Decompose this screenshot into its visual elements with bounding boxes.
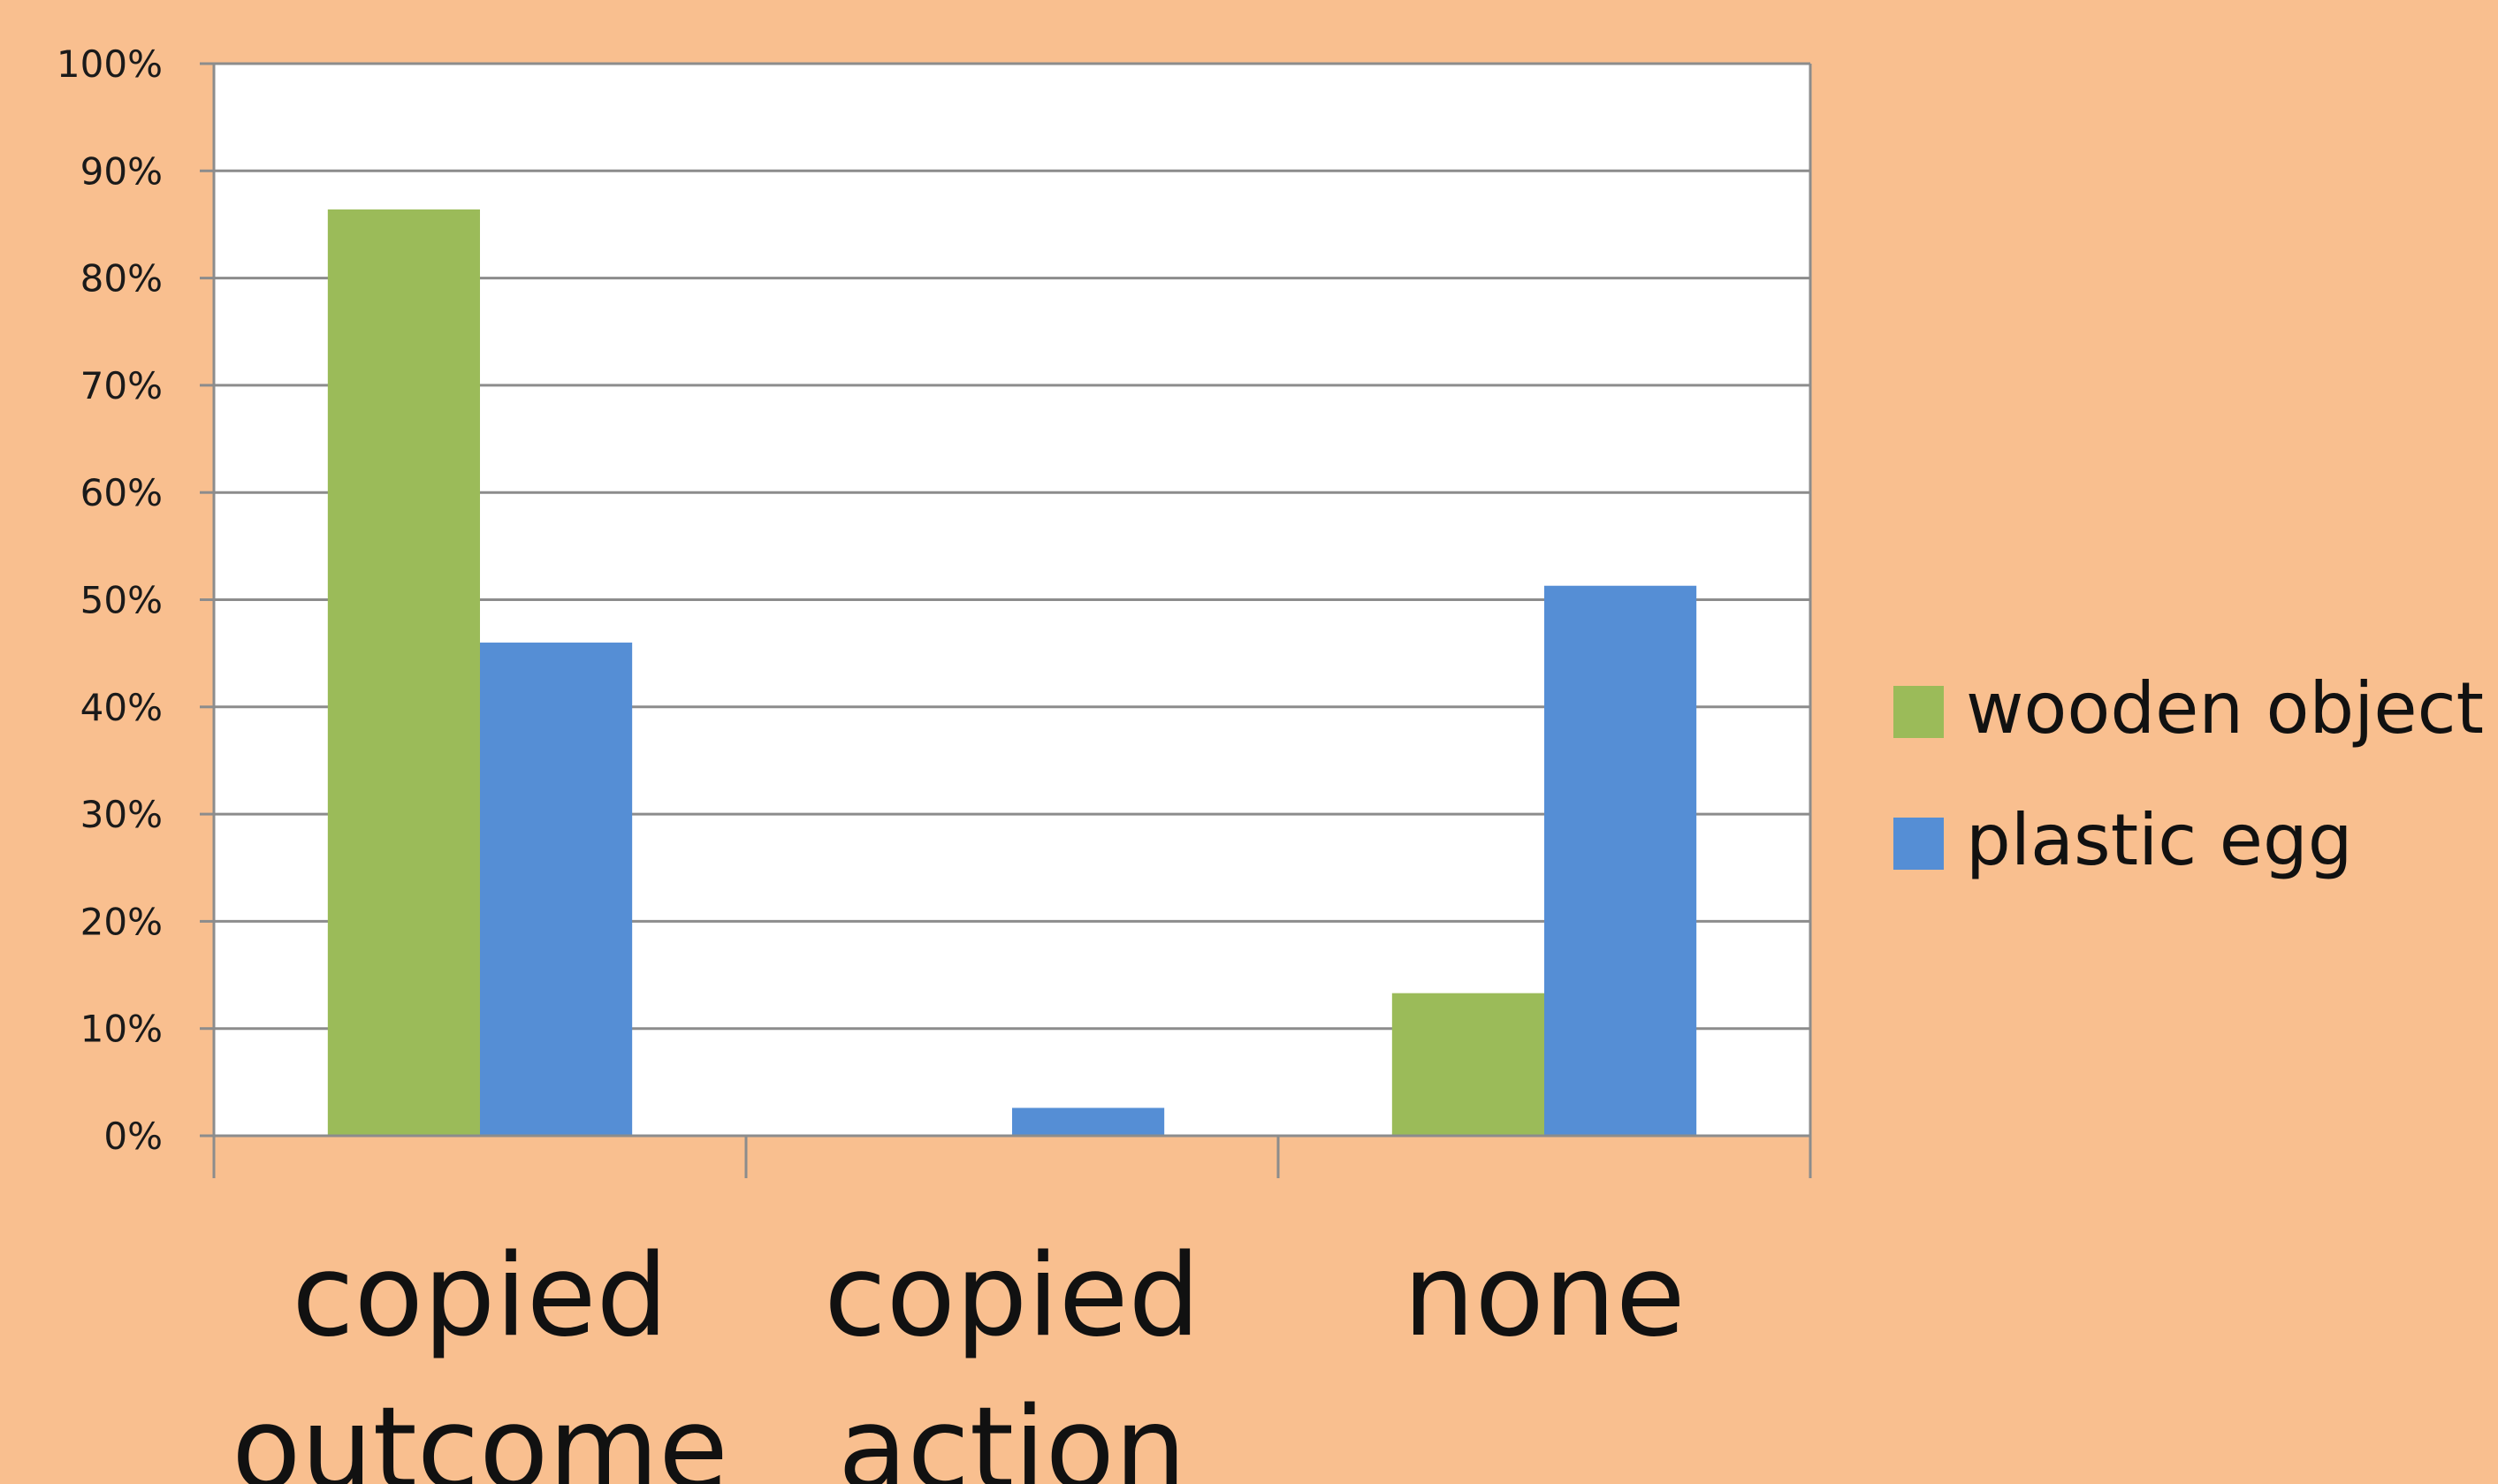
y-tick-label: 90%: [80, 149, 163, 193]
y-tick-label: 60%: [80, 471, 163, 514]
x-category-label: none: [1403, 1230, 1685, 1362]
y-axis-tick-labels: 0% 10% 20% 30% 40% 50% 60% 70% 80% 90% 100%: [57, 42, 163, 1158]
legend-swatch: [1893, 818, 1944, 870]
y-tick-label: 30%: [80, 793, 163, 836]
y-tick-label: 70%: [80, 364, 163, 407]
legend: wooden object plastic egg: [1893, 667, 2484, 881]
legend-label: wooden object: [1966, 667, 2484, 750]
y-tick-label: 80%: [80, 257, 163, 301]
x-axis-category-labels: copied outcome copied action none: [232, 1230, 1686, 1484]
axes: [200, 62, 1812, 1178]
y-tick-label: 50%: [80, 579, 163, 622]
y-tick-label: 20%: [80, 900, 163, 943]
y-tick-label: 10%: [80, 1008, 163, 1051]
x-category-label-line: outcome: [232, 1383, 728, 1484]
legend-item: plastic egg: [1893, 799, 2353, 881]
x-category-label-line: copied: [292, 1230, 668, 1362]
bars: [327, 209, 1697, 1136]
x-category-label: copied outcome: [232, 1230, 728, 1484]
x-category-label-line: action: [838, 1383, 1186, 1484]
x-category-label-line: copied: [824, 1230, 1200, 1362]
bar: [1544, 585, 1697, 1136]
y-tick-label: 0%: [103, 1115, 163, 1158]
bar: [1391, 993, 1544, 1136]
bar: [480, 643, 633, 1136]
legend-swatch: [1893, 686, 1944, 738]
legend-item: wooden object: [1893, 667, 2484, 750]
bar: [327, 209, 480, 1136]
bar: [1012, 1107, 1165, 1136]
y-tick-label: 40%: [80, 686, 163, 729]
y-tick-label: 100%: [57, 42, 163, 86]
legend-label: plastic egg: [1966, 799, 2353, 881]
x-category-label-line: none: [1403, 1230, 1685, 1362]
x-category-label: copied action: [824, 1230, 1200, 1484]
